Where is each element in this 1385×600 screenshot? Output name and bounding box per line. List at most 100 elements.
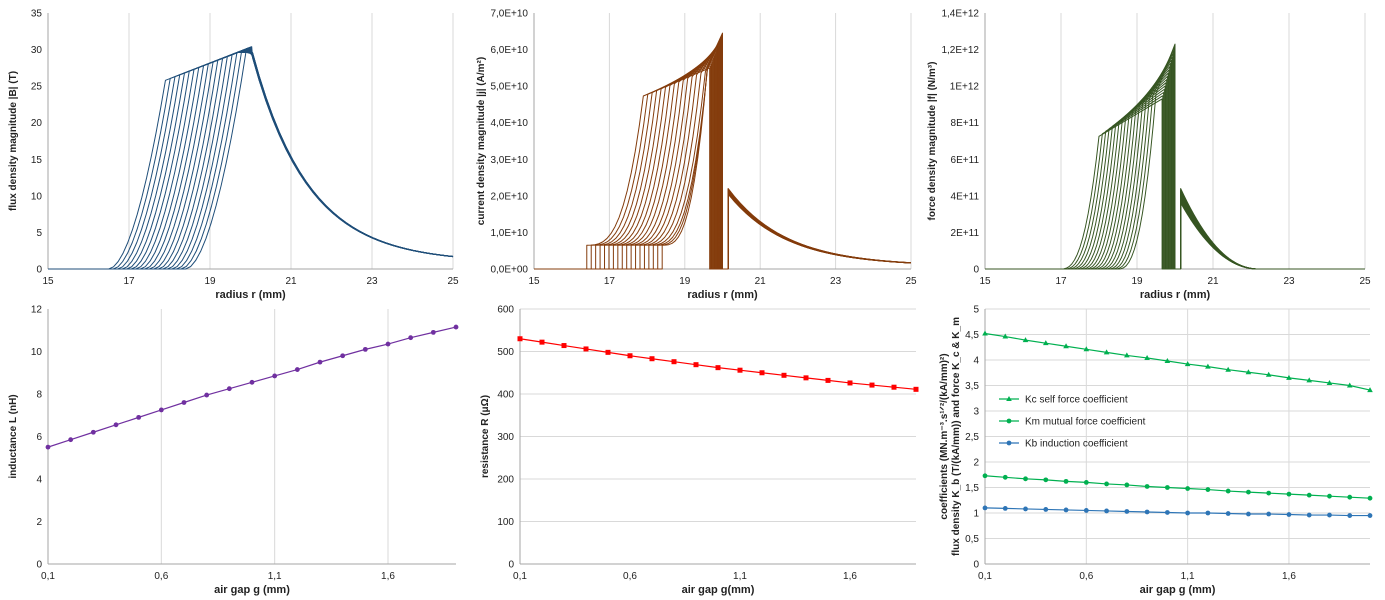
series-line (985, 88, 1181, 270)
data-point (1124, 352, 1130, 358)
x-tick-label: 0,6 (1079, 571, 1093, 582)
series-line (48, 49, 454, 270)
series-line (47, 326, 457, 448)
y-tick-label: 0 (36, 265, 42, 276)
series-line (985, 56, 1181, 270)
data-point (1002, 333, 1009, 339)
x-tick-label: 21 (755, 276, 767, 287)
y-tick-label: 1,4E+12 (941, 9, 979, 20)
y-tick-label: 0,5 (965, 534, 979, 545)
legend-label: Km mutual force coefficient (1025, 417, 1146, 428)
x-tick-label: 1,1 (733, 571, 747, 582)
y-axis-title: resistance R (μΩ) (480, 395, 491, 478)
data-point (1326, 379, 1333, 385)
chart-force: 0 2E+11 4E+11 6E+11 8E+11 1E+12 1,2E+12 1,4E+12… (927, 9, 1371, 302)
series-tail (1180, 200, 1365, 270)
series-tail (1180, 192, 1365, 270)
data-point (847, 380, 853, 386)
x-tick-label: 1,1 (268, 571, 282, 582)
data-point (1266, 490, 1272, 496)
y-tick-label: 8E+11 (951, 118, 980, 129)
data-point (1023, 506, 1028, 512)
data-point (340, 353, 346, 359)
data-point (1144, 484, 1150, 489)
series-tail (1180, 190, 1365, 270)
y-tick-label: 4 (973, 356, 979, 367)
y-tick-label: 2E+11 (951, 228, 980, 239)
x-tick-label: 0,1 (978, 571, 992, 582)
y-tick-label: 200 (497, 475, 514, 486)
data-point (294, 367, 300, 372)
x-axis-title: air gap g (mm) (1140, 584, 1216, 596)
series-line (48, 46, 454, 270)
series-tail (1180, 199, 1365, 270)
y-tick-label: 2 (973, 458, 979, 469)
y-tick-label: 0 (36, 560, 42, 571)
series-line (985, 98, 1181, 270)
series-tail (727, 192, 912, 269)
data-point (408, 335, 414, 341)
series-line (48, 48, 454, 270)
y-axis-title: force density magnitude |f| (N/m³) (927, 62, 938, 221)
series-tail (1180, 201, 1365, 270)
series-tail (727, 191, 912, 269)
data-point (1266, 511, 1272, 517)
series-tail (1180, 202, 1365, 270)
y-tick-label: 5,0E+10 (490, 82, 528, 93)
x-tick-label: 15 (979, 276, 991, 287)
x-tick-label: 21 (285, 276, 297, 287)
y-tick-label: 2,0E+10 (490, 191, 528, 202)
series-tail (727, 190, 912, 269)
series-line (48, 47, 454, 270)
series-tail (727, 188, 912, 269)
y-tick-label: 30 (31, 45, 43, 56)
data-point (1225, 366, 1231, 372)
series-line (48, 48, 454, 270)
series-tail (727, 189, 912, 269)
data-point (1225, 511, 1231, 516)
chart-inductance: 0 2 4 6 8 10 12 0,1 0,6 1,1 1,6 air gap g (mm) induc… (8, 305, 459, 596)
data-point (1063, 507, 1069, 513)
x-axis-title: radius r (mm) (1140, 289, 1211, 301)
series-tail (1180, 189, 1365, 270)
series-tail (1180, 191, 1365, 270)
data-point (1144, 354, 1150, 360)
data-point (385, 341, 391, 347)
data-point (226, 386, 232, 392)
x-tick-label: 19 (679, 276, 691, 287)
data-point (671, 359, 677, 365)
series-line (48, 51, 454, 270)
x-tick-label: 23 (830, 276, 842, 287)
series-tail (1180, 199, 1365, 270)
series-line (534, 63, 729, 270)
series-line (48, 46, 454, 270)
series-line (985, 72, 1181, 270)
series-line (985, 59, 1181, 270)
series-tail (727, 193, 912, 269)
series-line (985, 75, 1181, 270)
series-line (985, 69, 1181, 270)
data-point (1124, 482, 1130, 488)
y-tick-label: 500 (497, 347, 514, 358)
x-tick-label: 15 (42, 276, 54, 287)
data-point (1164, 485, 1170, 490)
y-tick-label: 35 (31, 9, 43, 20)
data-point (136, 414, 142, 420)
x-axis-title: air gap g (mm) (214, 584, 290, 596)
data-point (1246, 489, 1251, 495)
series-tail (1180, 195, 1365, 270)
data-point (158, 407, 164, 413)
series-line (534, 51, 729, 270)
series-tail (1180, 193, 1365, 270)
data-point (1002, 506, 1008, 511)
y-tick-label: 3,0E+10 (490, 155, 528, 166)
series-line (48, 50, 454, 270)
series-line (534, 65, 729, 270)
data-point (1043, 477, 1049, 483)
data-point (1367, 495, 1373, 501)
legend-label: Kc self force coefficient (1025, 395, 1128, 406)
data-point (1002, 474, 1008, 480)
series-line (534, 32, 729, 270)
data-point (1006, 440, 1012, 446)
series-line (985, 79, 1181, 270)
